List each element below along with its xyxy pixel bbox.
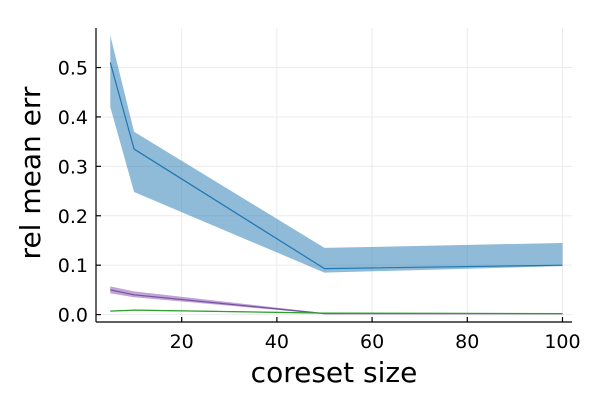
y-tick-label: 0.5 <box>58 58 88 80</box>
x-tick-label: 40 <box>265 331 289 353</box>
series-3-line <box>110 309 563 315</box>
series-1-line <box>109 62 563 270</box>
y-axis-title: rel mean err <box>14 86 47 259</box>
y-tick-label: 0.1 <box>58 255 88 277</box>
series-2-line <box>110 289 563 315</box>
y-tick-label: 0.4 <box>58 107 88 129</box>
y-tick-label: 0.3 <box>58 156 88 178</box>
x-tick-label: 100 <box>544 331 580 353</box>
grid <box>96 28 572 322</box>
tick-labels: 20 40 60 80 100 0.0 0.1 0.2 0.3 0.4 0.5 <box>58 58 581 353</box>
series-2-band <box>110 286 563 315</box>
x-tick-label: 20 <box>170 331 194 353</box>
series-1-band <box>110 35 563 273</box>
y-tick-label: 0.2 <box>58 206 88 228</box>
x-tick-label: 80 <box>455 331 479 353</box>
axes <box>95 28 572 323</box>
x-tick-label: 60 <box>360 331 384 353</box>
series-layer <box>109 35 563 315</box>
x-axis-title: coreset size <box>251 356 418 389</box>
y-tick-label: 0.0 <box>58 305 88 327</box>
